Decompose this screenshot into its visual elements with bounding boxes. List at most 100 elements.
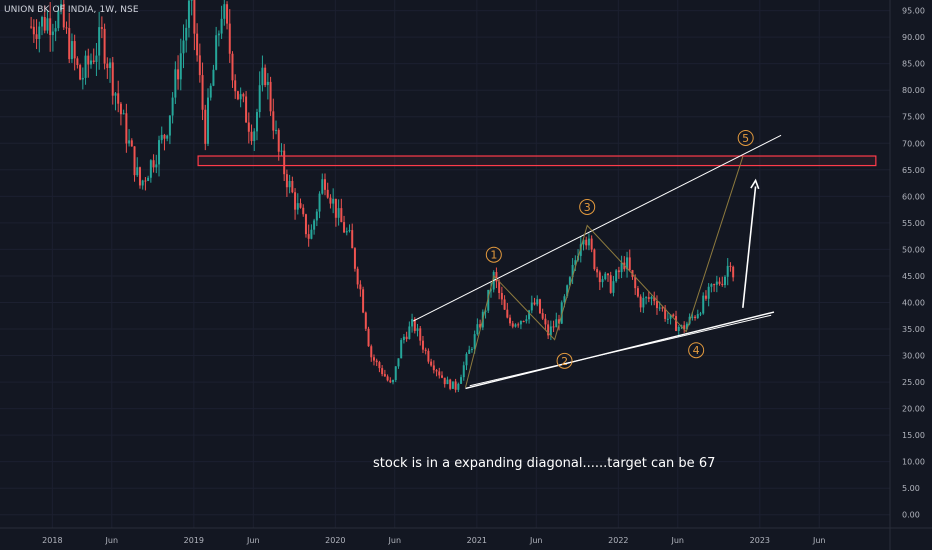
candle-body — [443, 377, 446, 385]
candle-body — [604, 273, 607, 280]
candle-body — [138, 167, 141, 186]
candle-body — [76, 58, 79, 66]
candle-body — [79, 65, 82, 80]
candle-body — [92, 60, 95, 62]
candle-body — [204, 109, 207, 144]
candle-body — [117, 93, 120, 104]
candle-body — [38, 26, 41, 39]
candle-body — [419, 328, 422, 341]
candle-body — [236, 91, 239, 100]
candle-body — [174, 69, 177, 98]
candle-body — [484, 310, 487, 312]
candle-body — [658, 307, 661, 309]
candle-body — [128, 140, 131, 144]
resistance-zone — [197, 155, 877, 167]
symbol-title[interactable]: UNION BK OF INDIA, 1W, NSE — [4, 5, 139, 15]
y-tick-label: 70.00 — [902, 139, 925, 148]
candle-body — [430, 361, 433, 366]
candle-body — [168, 115, 171, 136]
candle-body — [666, 318, 669, 320]
candle-body — [612, 281, 615, 293]
candle-body — [479, 324, 482, 328]
candle-body — [231, 53, 234, 81]
candle-body — [383, 374, 386, 377]
candle-body — [68, 28, 71, 60]
candle-body — [723, 276, 726, 285]
candle-body — [163, 134, 166, 139]
time-axis[interactable]: 2018 Jun 2019 Jun 2020 Jun 2021 Jun 2022 Jun 2023 J… — [0, 527, 932, 545]
candle-body — [476, 324, 479, 335]
candle-body — [266, 81, 269, 86]
candle-body — [98, 27, 101, 56]
y-tick-label: 60.00 — [902, 192, 925, 201]
candle-body — [343, 222, 346, 233]
candle-body — [337, 208, 340, 218]
elliott-wave-path — [465, 156, 744, 388]
candle-body — [32, 26, 35, 35]
candle-body — [324, 179, 327, 190]
candle-body — [109, 62, 112, 69]
candle-body — [367, 328, 370, 347]
candle-body — [650, 296, 653, 299]
candle-body — [315, 211, 318, 221]
candle-body — [190, 0, 193, 1]
candle-body — [568, 277, 571, 286]
candle-body — [642, 297, 645, 308]
y-tick-label: 55.00 — [902, 219, 925, 228]
candle-body — [362, 289, 365, 313]
candle-body — [144, 180, 147, 182]
candle-body — [522, 321, 525, 323]
candle-body — [590, 238, 593, 250]
candle-body — [57, 10, 60, 29]
wave-label: 5 — [742, 132, 749, 145]
candle-body — [579, 244, 582, 256]
candle-body — [558, 319, 561, 324]
candle-body — [465, 353, 468, 366]
candle-body — [647, 297, 650, 299]
candle-body — [606, 273, 609, 276]
candle-body — [283, 150, 286, 175]
y-tick-label: 75.00 — [902, 113, 925, 122]
candle-body — [710, 284, 713, 287]
candle-body — [669, 314, 672, 319]
price-axis[interactable]: 95.00 90.00 85.00 80.00 75.00 70.00 65.00 60.00… — [889, 0, 925, 550]
candle-body — [375, 360, 378, 363]
candle-body — [234, 80, 237, 92]
y-tick-label: 45.00 — [902, 272, 925, 281]
wave-label: 4 — [693, 344, 700, 357]
candle-body — [544, 318, 547, 325]
candle-body — [291, 180, 294, 193]
projection-arrow — [742, 186, 757, 308]
candle-body — [149, 160, 152, 178]
candle-body — [495, 272, 498, 282]
candle-body — [313, 220, 316, 230]
candle-body — [636, 288, 639, 297]
x-tick-label: 2019 — [184, 536, 204, 545]
candle-body — [699, 313, 702, 315]
candle-body — [196, 33, 199, 56]
candle-body — [65, 27, 68, 29]
candle-body — [81, 77, 84, 80]
candle-body — [713, 284, 716, 286]
wave-label-circle — [579, 198, 596, 215]
candle-body — [179, 53, 182, 80]
candle-body — [296, 203, 299, 210]
candle-body — [509, 317, 512, 324]
candle-body — [528, 310, 531, 320]
candle-body — [60, 4, 63, 11]
candle-body — [326, 189, 329, 198]
candle-body — [264, 67, 267, 86]
candle-body — [288, 180, 291, 188]
candle-body — [275, 129, 278, 131]
candle-body — [41, 17, 44, 27]
candle-body — [435, 370, 438, 372]
candle-body — [468, 349, 471, 354]
candle-body — [193, 0, 196, 34]
candle-body — [106, 63, 109, 69]
candle-body — [571, 264, 574, 278]
candle-body — [421, 340, 424, 350]
candle-body — [340, 208, 343, 223]
wave-label-circle — [556, 352, 573, 369]
candle-body — [454, 381, 457, 390]
